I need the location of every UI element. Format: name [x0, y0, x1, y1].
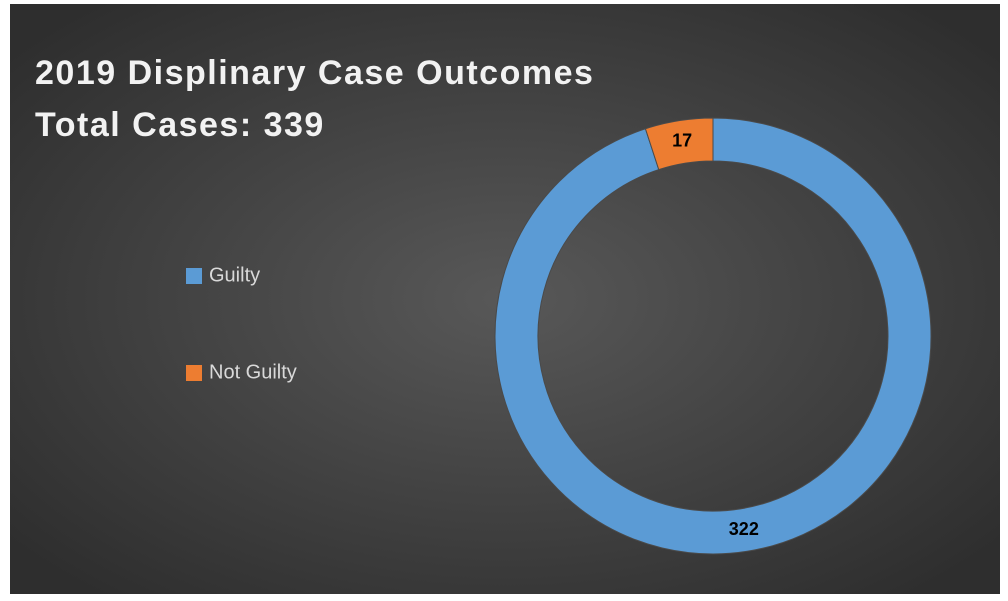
- legend-text: Guilty: [209, 264, 260, 286]
- value-label: 322: [729, 519, 759, 539]
- legend-text: Not Guilty: [209, 361, 297, 383]
- legend-swatch: [186, 268, 202, 284]
- donut-slice: [494, 117, 932, 555]
- donut-slice: [644, 117, 714, 171]
- chart-subtitle: Total Cases: 339: [35, 106, 325, 144]
- chart-title: 2019 Displinary Case Outcomes: [35, 54, 594, 92]
- value-label: 17: [672, 131, 692, 151]
- legend-swatch: [186, 365, 202, 381]
